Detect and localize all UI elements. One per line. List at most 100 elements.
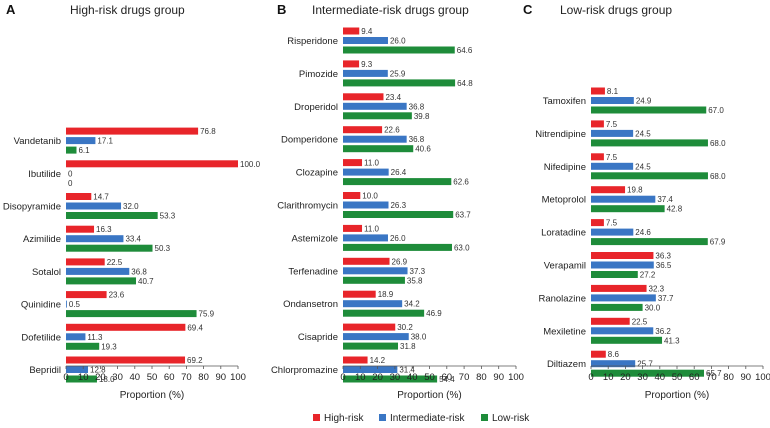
bar-high-risk-quinidine [66, 291, 107, 299]
bar-high-risk-clozapine [343, 159, 363, 167]
category-label-nifedipine: Nifedipine [544, 162, 586, 173]
data-label-low-risk-terfenadine: 35.8 [407, 276, 423, 285]
x-tick-label-c-60: 60 [689, 372, 700, 383]
data-label-low-risk-quinidine: 75.9 [199, 310, 215, 319]
bar-high-risk-cisapride [343, 323, 396, 331]
x-tick-label-c-40: 40 [655, 372, 666, 383]
panel-letter-c: C [523, 2, 533, 17]
data-label-intermediate-risk-disopyramide: 32.0 [123, 202, 139, 211]
bar-intermediate-risk-azimilide [66, 235, 124, 243]
x-tick-label-b-30: 30 [390, 372, 401, 383]
bar-low-risk-astemizole [343, 243, 452, 251]
category-label-quinidine: Quinidine [21, 300, 61, 311]
category-label-disopyramide: Disopyramide [3, 202, 61, 213]
data-label-low-risk-ondansetron: 46.9 [426, 309, 442, 318]
x-tick-label-c-30: 30 [637, 372, 648, 383]
category-label-loratadine: Loratadine [541, 228, 586, 239]
legend-label-low-risk: Low-risk [492, 413, 530, 424]
category-label-sotalol: Sotalol [32, 267, 61, 278]
category-label-pimozide: Pimozide [299, 69, 338, 80]
bar-high-risk-disopyramide [66, 193, 92, 200]
data-label-low-risk-disopyramide: 53.3 [160, 212, 176, 221]
bar-low-risk-loratadine [591, 238, 708, 246]
data-label-intermediate-risk-domperidone: 36.8 [409, 135, 425, 144]
data-label-high-risk-quinidine: 23.6 [109, 291, 125, 300]
bar-low-risk-vandetanib [66, 146, 77, 154]
x-axis-label-c: Proportion (%) [645, 390, 709, 401]
data-label-high-risk-ranolazine: 32.3 [649, 284, 665, 293]
x-tick-label-b-60: 60 [442, 372, 453, 383]
bar-intermediate-risk-quinidine [66, 300, 67, 308]
data-label-intermediate-risk-clozapine: 26.4 [391, 168, 407, 177]
legend-swatch-low-risk [481, 414, 488, 421]
data-label-low-risk-clarithromycin: 63.7 [455, 211, 471, 220]
data-label-intermediate-risk-quinidine: 0.5 [69, 300, 81, 309]
data-label-high-risk-mexiletine: 22.5 [632, 317, 648, 326]
bar-intermediate-risk-diltiazem [591, 360, 636, 368]
bar-low-risk-verapamil [591, 271, 638, 278]
data-label-low-risk-ranolazine: 30.0 [645, 303, 661, 312]
category-label-vandetanib: Vandetanib [14, 136, 61, 147]
data-label-high-risk-ibutilide: 100.0 [240, 160, 261, 169]
bar-intermediate-risk-mexiletine [591, 327, 654, 335]
data-label-low-risk-astemizole: 63.0 [454, 243, 470, 252]
x-tick-label-c-70: 70 [706, 372, 717, 383]
x-tick-label-b-20: 20 [372, 372, 383, 383]
bar-intermediate-risk-sotalol [66, 267, 130, 275]
bar-low-risk-bepridil [66, 375, 97, 383]
data-label-high-risk-bepridil: 69.2 [187, 356, 203, 365]
category-label-domperidone: Domperidone [281, 135, 338, 146]
bar-low-risk-ondansetron [343, 309, 425, 317]
bar-low-risk-chlorpromazine [343, 375, 438, 383]
panel-title-c: Low-risk drugs group [560, 3, 672, 17]
x-tick-label-b-70: 70 [459, 372, 470, 383]
bar-intermediate-risk-nifedipine [591, 162, 634, 170]
x-tick-label-c-20: 20 [620, 372, 631, 383]
data-label-high-risk-astemizole: 11.0 [364, 224, 380, 233]
bar-low-risk-droperidol [343, 112, 412, 120]
data-label-high-risk-metoprolol: 19.8 [627, 186, 643, 195]
data-label-high-risk-cisapride: 30.2 [397, 323, 413, 332]
bar-low-risk-sotalol [66, 277, 137, 285]
data-label-high-risk-chlorpromazine: 14.2 [370, 356, 386, 365]
category-label-ondansetron: Ondansetron [283, 299, 338, 310]
data-label-intermediate-risk-mexiletine: 36.2 [655, 327, 671, 336]
data-label-high-risk-ondansetron: 18.9 [378, 290, 394, 299]
data-label-low-risk-clozapine: 62.6 [453, 178, 469, 187]
data-label-intermediate-risk-bepridil: 12.8 [90, 366, 106, 375]
bar-low-risk-mexiletine [591, 336, 663, 344]
bar-low-risk-quinidine [66, 310, 197, 318]
data-label-low-risk-sotalol: 40.7 [138, 277, 154, 286]
data-label-low-risk-ibutilide: 0 [68, 179, 73, 188]
bar-high-risk-ibutilide [66, 160, 238, 168]
data-label-intermediate-risk-risperidone: 26.0 [390, 37, 406, 46]
bar-high-risk-azimilide [66, 225, 95, 233]
bar-low-risk-nitrendipine [591, 139, 708, 147]
data-label-high-risk-verapamil: 36.3 [655, 252, 671, 261]
data-label-low-risk-mexiletine: 41.3 [664, 336, 680, 345]
bar-high-risk-domperidone [343, 126, 383, 134]
data-label-low-risk-cisapride: 31.8 [400, 342, 416, 351]
bar-high-risk-dofetilide [66, 323, 186, 331]
data-label-low-risk-diltiazem: 65.7 [706, 369, 722, 378]
data-label-high-risk-vandetanib: 76.8 [200, 127, 216, 136]
legend-label-intermediate-risk: Intermediate-risk [390, 413, 465, 424]
x-tick-label-c-0: 0 [588, 372, 593, 383]
data-label-low-risk-loratadine: 67.9 [710, 238, 726, 247]
bar-high-risk-terfenadine [343, 257, 390, 265]
x-tick-label-a-0: 0 [63, 372, 68, 383]
category-label-azimilide: Azimilide [23, 234, 61, 245]
x-tick-label-a-40: 40 [130, 372, 141, 383]
bar-intermediate-risk-astemizole [343, 234, 388, 242]
category-label-clarithromycin: Clarithromycin [277, 201, 338, 212]
bar-high-risk-droperidol [343, 93, 384, 101]
data-label-intermediate-risk-terfenadine: 37.3 [410, 267, 426, 276]
panel-title-b: Intermediate-risk drugs group [312, 3, 469, 17]
data-label-intermediate-risk-metoprolol: 37.4 [657, 195, 673, 204]
x-tick-label-c-90: 90 [741, 372, 752, 383]
panel-letter-a: A [6, 2, 16, 17]
data-label-intermediate-risk-cisapride: 38.0 [411, 333, 427, 342]
data-label-high-risk-dofetilide: 69.4 [187, 323, 203, 332]
x-tick-label-a-30: 30 [112, 372, 123, 383]
x-tick-label-c-80: 80 [723, 372, 734, 383]
